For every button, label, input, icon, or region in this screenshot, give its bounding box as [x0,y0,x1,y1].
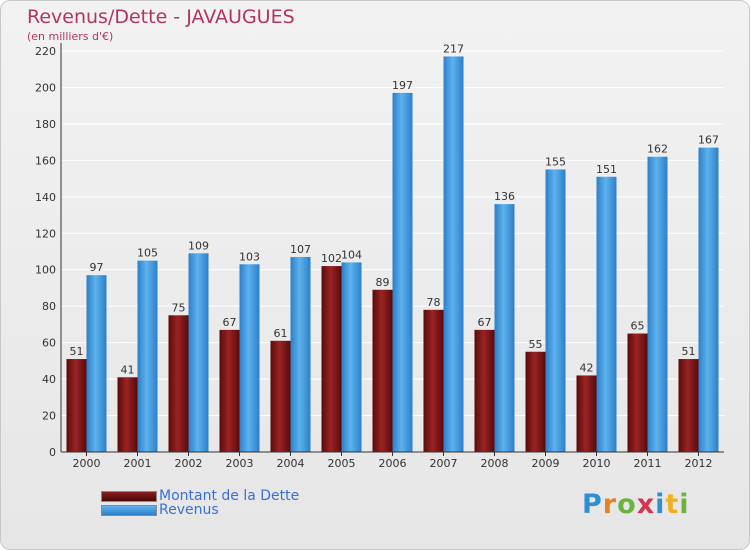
debt-value-label: 75 [172,301,186,314]
revenus-value-label: 155 [545,155,566,168]
debt-value-label: 51 [70,345,84,358]
revenus-value-label: 197 [392,79,413,92]
revenus-bar [596,176,617,452]
x-tick-label: 2001 [124,457,152,470]
revenus-bar [494,204,515,452]
revenus-bar [239,264,260,452]
legend-item-debt: Montant de la Dette [101,488,300,504]
revenus-value-label: 151 [596,163,617,176]
y-tick-label: 140 [35,191,56,204]
x-tick-label: 2006 [379,457,407,470]
revenus-bar [341,262,362,452]
debt-bar [270,340,291,452]
legend-swatch-debt [101,490,157,502]
x-tick-label: 2007 [430,457,458,470]
revenus-value-label: 167 [698,134,719,147]
y-tick-label: 40 [42,373,56,386]
debt-bar [423,309,444,452]
x-tick-label: 2002 [175,457,203,470]
legend-label-revenus: Revenus [159,502,219,518]
chart-subtitle: (en milliers d'€) [27,30,114,43]
debt-bar [525,351,546,452]
x-tick-label: 2003 [226,457,254,470]
y-tick-label: 20 [42,410,56,423]
revenus-bar [290,256,311,452]
revenus-bar [392,92,413,452]
y-tick-label: 100 [35,264,56,277]
debt-value-label: 67 [478,316,492,329]
debt-value-label: 42 [580,361,594,374]
debt-bar [576,375,597,452]
debt-bar [678,359,699,452]
x-tick-label: 2012 [685,457,713,470]
debt-bar [219,329,240,452]
debt-bar [321,266,342,452]
x-tick-label: 2000 [73,457,101,470]
revenus-value-label: 107 [290,243,311,256]
debt-value-label: 41 [121,363,135,376]
x-tick-label: 2009 [532,457,560,470]
debt-bar [372,289,393,452]
y-tick-label: 180 [35,118,56,131]
y-tick-label: 120 [35,227,56,240]
revenus-bar [137,260,158,452]
y-tick-label: 60 [42,337,56,350]
debt-value-label: 55 [529,338,543,351]
revenus-value-label: 109 [188,239,209,252]
revenus-bar [545,169,566,452]
proxiti-logo: Proxiti [582,489,690,520]
bar-chart: 51 97 41 105 75 109 67 103 61 107 102 104 89 197 78 217… [35,42,724,470]
debt-value-label: 78 [427,296,441,309]
debt-value-label: 67 [223,316,237,329]
legend-item-revenus: Revenus [101,502,219,518]
x-tick-label: 2011 [634,457,662,470]
debt-bar [627,333,648,452]
revenus-value-label: 217 [443,42,464,55]
debt-bar [474,329,495,452]
revenus-value-label: 162 [647,143,668,156]
revenus-value-label: 103 [239,250,260,263]
debt-value-label: 61 [274,327,288,340]
y-tick-label: 0 [49,446,56,459]
y-tick-label: 80 [42,300,56,313]
revenus-bar [443,56,464,453]
y-tick-label: 160 [35,154,56,167]
revenus-value-label: 104 [341,248,362,261]
revenus-value-label: 136 [494,190,515,203]
debt-value-label: 51 [682,345,696,358]
revenus-bar [647,156,668,452]
y-tick-label: 200 [35,81,56,94]
debt-value-label: 89 [376,276,390,289]
x-tick-label: 2004 [277,457,305,470]
debt-value-label: 65 [631,320,645,333]
legend-label-debt: Montant de la Dette [159,488,300,504]
y-tick-label: 220 [35,45,56,58]
revenus-bar [86,275,107,452]
legend-swatch-revenus [101,504,157,516]
revenus-value-label: 105 [137,247,158,260]
revenus-bar [698,147,719,452]
debt-value-label: 102 [321,252,342,265]
x-tick-label: 2010 [583,457,611,470]
chart-title: Revenus/Dette - JAVAUGUES [27,6,295,28]
x-tick-label: 2008 [481,457,509,470]
debt-bar [168,315,189,452]
debt-bar [66,359,87,452]
revenus-value-label: 97 [90,261,104,274]
debt-bar [117,377,138,452]
x-tick-label: 2005 [328,457,356,470]
revenus-bar [188,253,209,452]
